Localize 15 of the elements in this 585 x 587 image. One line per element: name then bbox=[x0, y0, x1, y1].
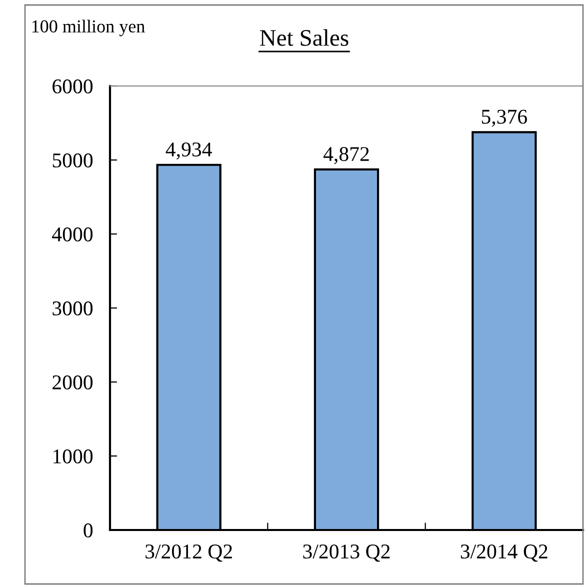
y-axis-title: 100 million yen bbox=[32, 20, 145, 36]
x-tick-label: 3/2014 Q2 bbox=[460, 544, 548, 562]
y-tick-label: 4000 bbox=[52, 227, 93, 242]
x-tick-label: 3/2012 Q2 bbox=[146, 544, 232, 562]
y-tick-label: 0 bbox=[84, 523, 93, 538]
chart-title: Net Sales bbox=[260, 29, 348, 46]
y-tick-label: 3000 bbox=[52, 301, 93, 316]
data-label: 5,376 bbox=[482, 110, 527, 127]
data-label: 4,934 bbox=[166, 142, 212, 160]
y-tick-label: 2000 bbox=[52, 375, 93, 390]
y-tick-label: 1000 bbox=[54, 449, 93, 464]
x-tick-label: 3/2013 Q2 bbox=[303, 544, 390, 562]
y-tick-label: 6000 bbox=[52, 79, 93, 94]
y-tick-label: 5000 bbox=[52, 153, 93, 168]
data-label: 4,872 bbox=[323, 147, 369, 164]
